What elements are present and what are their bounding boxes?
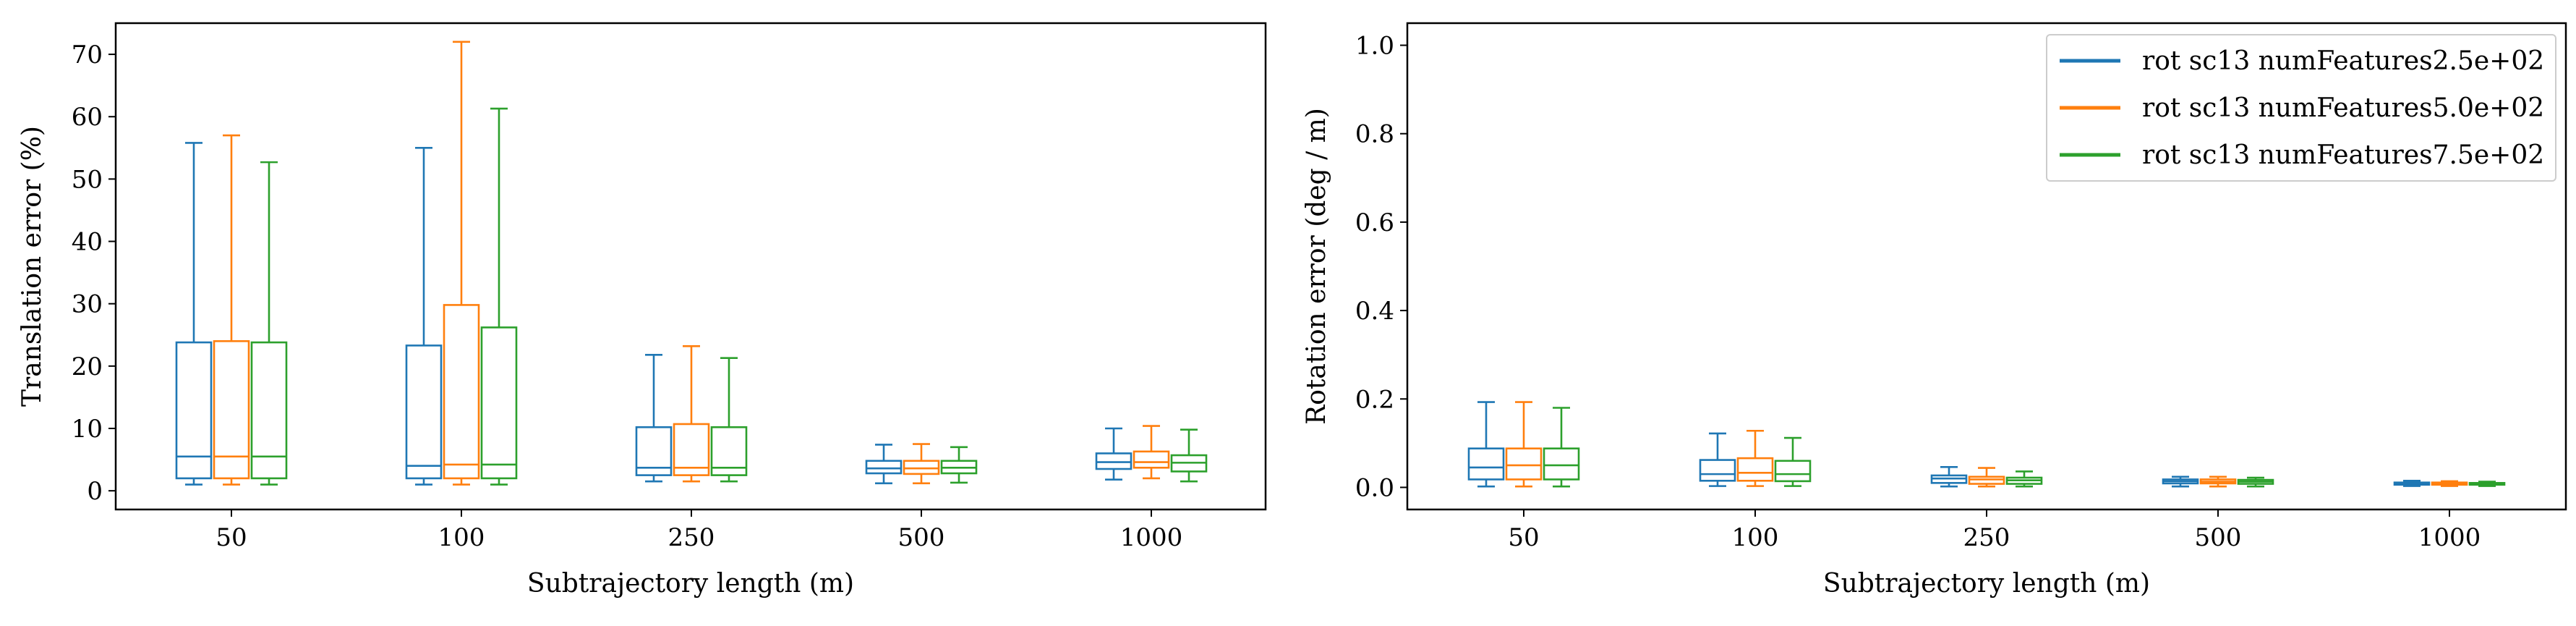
iqr-box [1133, 450, 1170, 469]
translation-error-box-series-3 [480, 107, 518, 486]
rotation-error-x-tick-label: 250 [1963, 523, 2010, 552]
iqr-box [1543, 447, 1580, 481]
iqr-box [443, 304, 480, 480]
translation-error-x-tick-label: 1000 [1120, 523, 1183, 552]
iqr-box [1505, 447, 1543, 481]
translation-error-x-tick-label: 500 [898, 523, 945, 552]
legend-label-series-2: rot sc13 numFeatures5.0e+02 [2142, 93, 2544, 123]
translation-error-box-series-3 [710, 357, 748, 483]
translation-error-y-tick-label: 60 [72, 103, 103, 132]
iqr-box [1699, 459, 1736, 482]
translation-error-box-series-2 [443, 41, 480, 486]
translation-error-plot-marks: 0 10 20 30 40 50 60 70 50 100 250 500 1000 [72, 41, 1208, 552]
iqr-box [1467, 447, 1505, 481]
translation-error-x-tick-label: 50 [216, 523, 247, 552]
translation-error-box-series-3 [1170, 428, 1208, 483]
iqr-box [865, 460, 903, 475]
rotation-error-x-tick-label: 1000 [2418, 523, 2481, 552]
legend-label-series-1: rot sc13 numFeatures2.5e+02 [2142, 46, 2544, 76]
translation-error-box-series-1 [865, 444, 903, 485]
translation-error-x-tick-label: 250 [668, 523, 715, 552]
iqr-box [673, 423, 710, 476]
rotation-error-box-series-3 [1543, 407, 1580, 488]
rotation-error-box-series-1 [1699, 432, 1736, 487]
translation-error-y-tick-label: 50 [72, 165, 103, 194]
rotation-error-y-tick-label: 0.6 [1355, 208, 1394, 237]
rotation-error-box-series-2 [1968, 467, 2005, 488]
rotation-error-box-series-2 [2199, 475, 2237, 488]
iqr-box [213, 340, 250, 480]
translation-error-y-tick-label: 70 [72, 41, 103, 69]
rotation-error-y-tick-label: 0.8 [1355, 120, 1394, 149]
rotation-error-x-tick-label: 500 [2195, 523, 2242, 552]
translation-error-box-series-2 [213, 134, 250, 486]
rotation-error-y-tick-label: 0.2 [1355, 385, 1394, 414]
rotation-error-box-series-2 [1505, 401, 1543, 488]
rotation-error-box-series-1 [1467, 401, 1505, 488]
translation-error-y-tick-label: 20 [72, 352, 103, 381]
rotation-error-x-tick-label: 100 [1732, 523, 1779, 552]
translation-error-box-series-2 [1133, 425, 1170, 480]
rotation-error-x-tick-label: 50 [1508, 523, 1539, 552]
iqr-box [710, 426, 748, 476]
rotation-error-y-tick-label: 0.4 [1355, 297, 1394, 326]
iqr-box [1774, 460, 1812, 483]
translation-error-box-series-2 [673, 344, 710, 483]
iqr-box [1736, 457, 1774, 482]
rotation-error-box-series-2 [2431, 480, 2468, 487]
translation-error-chart: 0 10 20 30 40 50 60 70 50 100 250 500 1000 Subtrajec… [17, 22, 1267, 598]
rotation-error-box-series-3 [2468, 481, 2506, 487]
rotation-error-box-series-3 [1774, 436, 1812, 487]
translation-error-box-series-1 [1095, 427, 1133, 481]
translation-error-y-tick-label: 10 [72, 415, 103, 444]
translation-error-box-series-3 [250, 161, 288, 486]
translation-error-box-series-2 [903, 443, 940, 485]
iqr-box [175, 341, 213, 480]
legend-frame [2046, 34, 2556, 182]
rotation-error-chart: 0.0 0.2 0.4 0.6 0.8 1.0 50 100 250 500 1000 Subtra… [1302, 22, 2567, 598]
rotation-error-box-series-3 [2005, 470, 2043, 488]
translation-error-y-tick-label: 0 [87, 477, 103, 506]
iqr-box [250, 341, 288, 480]
translation-error-box-series-1 [635, 354, 673, 483]
iqr-box [635, 426, 673, 476]
rotation-error-box-series-1 [2162, 475, 2199, 488]
translation-error-y-tick-label: 30 [72, 290, 103, 319]
rotation-error-box-series-3 [2237, 476, 2274, 488]
rotation-error-plot-marks: 0.0 0.2 0.4 0.6 0.8 1.0 50 100 250 500 1000 [1355, 32, 2506, 552]
rotation-error-x-axis-label: Subtrajectory length (m) [1823, 569, 2150, 598]
translation-error-y-tick-label: 40 [72, 228, 103, 257]
translation-error-x-tick-label: 100 [438, 523, 485, 552]
translation-error-box-series-1 [175, 142, 213, 486]
rotation-error-y-tick-label: 1.0 [1355, 32, 1394, 61]
rotation-error-y-axis-label: Rotation error (deg / m) [1302, 108, 1331, 425]
rotation-error-y-tick-label: 0.0 [1355, 473, 1394, 502]
iqr-box [480, 326, 518, 480]
translation-error-box-series-3 [940, 446, 978, 484]
translation-error-y-axis-label: Translation error (%) [17, 126, 47, 407]
legend-label-series-3: rot sc13 numFeatures7.5e+02 [2142, 140, 2544, 170]
legend: rot sc13 numFeatures2.5e+02 rot sc13 num… [2046, 34, 2556, 182]
translation-error-plot-frame [114, 22, 1267, 511]
rotation-error-plot-frame [1406, 22, 2567, 511]
rotation-error-box-series-1 [2393, 479, 2431, 487]
translation-error-x-axis-label: Subtrajectory length (m) [527, 569, 854, 598]
rotation-error-box-series-1 [1930, 466, 1968, 488]
rotation-error-box-series-2 [1736, 429, 1774, 487]
iqr-box [405, 344, 443, 480]
translation-error-box-series-1 [405, 147, 443, 486]
